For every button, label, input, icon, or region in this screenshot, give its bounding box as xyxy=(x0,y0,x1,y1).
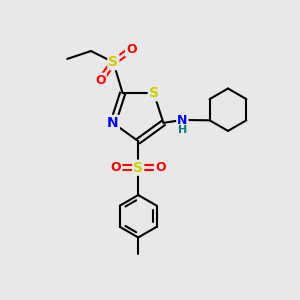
Text: O: O xyxy=(155,161,166,174)
Text: N: N xyxy=(107,116,119,130)
Text: O: O xyxy=(111,161,122,174)
Text: H: H xyxy=(178,125,188,135)
Text: S: S xyxy=(149,86,159,100)
Text: N: N xyxy=(177,113,188,127)
Text: O: O xyxy=(126,43,136,56)
Text: O: O xyxy=(95,74,106,87)
Text: S: S xyxy=(108,55,118,69)
Text: S: S xyxy=(133,161,143,175)
